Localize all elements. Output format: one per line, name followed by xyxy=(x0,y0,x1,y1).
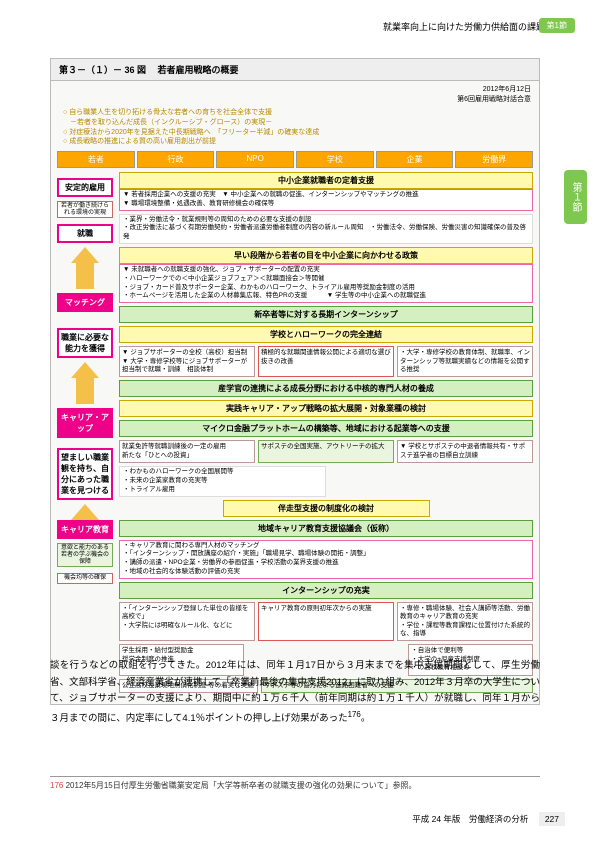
footnote: 176 2012年5月15日付厚生労働省職業安定局「大学等新卒者の就職支援の強化… xyxy=(50,776,540,791)
band-10-items: ・わかものハローワークの全国展開等 ・未来の企業家教育の充実等 ・トライアル雇用 xyxy=(119,466,326,496)
stage-0-sub: 若者が働き続けられる環境の実現 xyxy=(57,201,113,218)
col-h-1: 行政 xyxy=(137,151,215,168)
page-header: 就業率向上に向けた労働力供給面の課題 xyxy=(383,20,545,33)
figure-title: 若者雇用戦略の概要 xyxy=(158,65,239,75)
obj-3: 成長戦略の推進による質の高い雇用創出が前提 xyxy=(69,138,216,145)
sb-9-2: ▼ 学校とサポステの中退者情報共有・サポステ進学者の目標自立訓練 xyxy=(397,440,533,463)
sb-9-0: 就業免許等就職訓練後の一定の雇用 新たな「ひとへの投資」 xyxy=(119,440,255,463)
stage-6: 意欲と能力のある若者の学ぶ機会の保障 xyxy=(57,543,113,567)
section-tab: 第1節 xyxy=(539,18,575,33)
stage-matching: マッチング xyxy=(57,293,113,312)
sb-15-0: ・「インターンシップ登録した単位の皆様を高校で」 ・大学院には明確なルール化、な… xyxy=(119,602,255,642)
band-14-title: インターンシップの充実 xyxy=(119,582,533,599)
page-footer: 平成 24 年版 労働経済の分析 227 xyxy=(412,812,565,826)
band-7-title: 実践キャリア・アップ戦略の拡大展開・対象業種の検討 xyxy=(119,400,533,417)
band-12-title: 地域キャリア教育支援協議会（仮称） xyxy=(119,520,533,537)
side-tab: 第１節 xyxy=(564,170,587,224)
figure-title-bar: 第３－（１）－ 36 図 若者雇用戦略の概要 xyxy=(51,59,539,81)
stage-3: キャリア・アップ xyxy=(57,408,113,438)
content-area: 中小企業就職者の定着支援 ▼ 若者採用企業への支援の充実 ▼ 中小企業への就職の… xyxy=(119,172,533,693)
figure-container: 第３－（１）－ 36 図 若者雇用戦略の概要 2012年6月12日 第6回雇用戦… xyxy=(50,58,540,705)
band-3-title: 新卒者等に対する長期インターンシップ xyxy=(119,306,533,323)
stage-1: 就職 xyxy=(57,224,113,243)
arrow-icon-2 xyxy=(71,362,99,378)
stage-6-sub: 機会均等の確保 xyxy=(57,573,113,584)
sb-5-2: ・大学・専修学校の教育体制、就職率、インターンシップ等就職実績などの情報を公開す… xyxy=(397,346,533,377)
sb-15-1: キャリア教育の原則初年次からの実施 xyxy=(258,602,394,642)
sb-9-1: サポステの全国実施、アウトリーチの拡大 xyxy=(258,440,394,463)
obj-0: 自ら職業人生を切り拓ける骨太な若者への育ちを社会全体で支援 xyxy=(69,109,272,116)
obj-1: －若者を取り込んだ成長（インクルーシブ・グロース）の実現－ xyxy=(63,118,527,128)
band-8-title: マイクロ金融プラットホームの構築等、地域における起業等への支援 xyxy=(119,420,533,437)
band-2-items: ▼ 未就職者への就職支援の強化、ジョブ・サポーターの配置の充実 ・ハローワークで… xyxy=(119,264,533,303)
col-h-4: 企業 xyxy=(376,151,454,168)
footnote-ref: 176 xyxy=(348,710,361,719)
body-main: 談を行うなどの取組を行ってきた。2012年には、同年１月17日から３月末までを集… xyxy=(50,660,540,724)
arrow-body xyxy=(76,263,94,289)
sb-15-2: ・専修・職場体験、社会人講師等活動、労働教育のキャリア教育の充実 ・学位・課程等… xyxy=(397,602,533,642)
stage-2: 職業に必要な能力を獲得 xyxy=(57,328,113,358)
footnote-text: 2012年5月15日付厚生労働省職業安定局「大学等新卒者の就職支援の強化の効果に… xyxy=(66,781,417,790)
band-2-title: 早い段階から若者の目を中小企業に向かわせる政策 xyxy=(119,247,533,264)
col-h-5: 労働界 xyxy=(455,151,533,168)
footnote-num: 176 xyxy=(50,781,63,790)
arrow-icon xyxy=(71,247,99,263)
body-end: 。 xyxy=(361,713,371,724)
band-1-items: ・業界・労働法令・就業規則等の周知のための必要な支援の創設 ・改正労働法に基づく… xyxy=(119,214,533,244)
obj-2: 対症療法から2020年を見据えた中長期戦略へ 「フリーター半減」の確実な達成 xyxy=(69,129,319,136)
left-labels: 安定的雇用 若者が働き続けられる環境の実現 就職 マッチング 職業に必要な能力を… xyxy=(57,178,113,590)
footer-text: 平成 24 年版 労働経済の分析 xyxy=(412,814,528,824)
stage-5: キャリア教育 xyxy=(57,520,113,539)
col-h-3: 学校 xyxy=(296,151,374,168)
main-diagram: 安定的雇用 若者が働き続けられる環境の実現 就職 マッチング 職業に必要な能力を… xyxy=(51,168,539,704)
col-h-0: 若者 xyxy=(57,151,135,168)
band-6-title: 産学官の連携による成長分野における中核的専門人材の養成 xyxy=(119,380,533,397)
sb-5-0: ▼ ジョブサポーターの全校（高校）担当制 ▼ 大学・専修学校等にジョブサポーター… xyxy=(119,346,255,377)
body-text: 談を行うなどの取組を行ってきた。2012年には、同年１月17日から３月末までを集… xyxy=(50,658,540,728)
band-0-items: ▼ 若者採用企業への支援の充実 ▼ 中小企業への就職の促進、インターンシップやマ… xyxy=(119,189,533,211)
stage-4: 望ましい職業観を持ち、自分にあった職業を見つける xyxy=(57,448,113,500)
band-0-title: 中小企業就職者の定着支援 xyxy=(119,172,533,189)
figure-number: 第３－（１）－ 36 図 xyxy=(59,65,146,75)
header-title: 就業率向上に向けた労働力供給面の課題 xyxy=(383,22,545,32)
sb-5-1: 積極的な就職関連情報公開による適切な選び抜きの改善 xyxy=(258,346,394,377)
arrow-icon-3 xyxy=(71,504,99,520)
arrow-body-2 xyxy=(76,378,94,404)
band-13-items: ・キャリア教育に関わる専門人材のマッチング ・「インターンシップ・開放講座の紹介… xyxy=(119,540,533,579)
col-h-2: NPO xyxy=(216,151,294,168)
stage-0: 安定的雇用 xyxy=(57,178,113,197)
band-4-title: 学校とハローワークの完全連結 xyxy=(119,326,533,343)
page-number: 227 xyxy=(539,812,565,826)
band-11-title: 伴走型支援の制度化の検討 xyxy=(223,500,430,517)
figure-date: 2012年6月12日 第6回雇用戦略対話合意 xyxy=(51,81,539,104)
objectives: ○ 自ら職業人生を切り拓ける骨太な若者への育ちを社会全体で支援 －若者を取り込ん… xyxy=(51,104,539,151)
column-headers: 若者 行政 NPO 学校 企業 労働界 xyxy=(51,151,539,168)
